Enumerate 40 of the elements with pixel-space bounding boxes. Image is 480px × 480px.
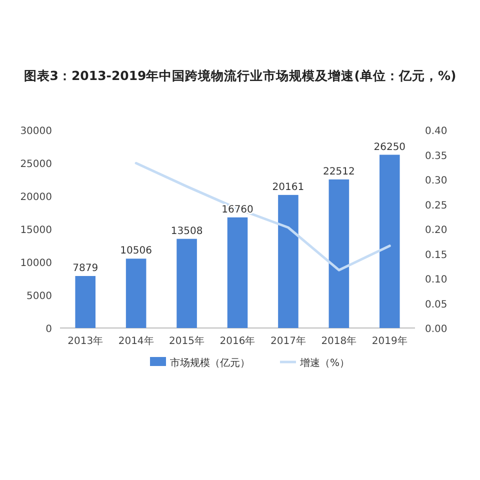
chart-title: 图表3：2013-2019年中国跨境物流行业市场规模及增速(单位：亿元，%)	[24, 68, 456, 83]
x-tick-label: 2015年	[169, 335, 205, 347]
data-label: 20161	[272, 182, 304, 193]
y2-tick-label: 0.00	[425, 324, 448, 335]
y2-tick-label: 0.10	[425, 274, 448, 286]
data-label: 7879	[72, 263, 98, 274]
y-tick-label: 5000	[26, 291, 52, 302]
y-tick-label: 30000	[20, 126, 52, 137]
y2-tick-label: 0.15	[425, 250, 448, 261]
x-tick-label: 2013年	[68, 335, 104, 347]
y2-tick-label: 0.30	[425, 176, 448, 186]
data-label: 22512	[323, 166, 355, 178]
y-tick-label: 15000	[20, 225, 52, 236]
bar	[176, 238, 197, 328]
x-tick-label: 2016年	[220, 335, 256, 347]
data-label: 16760	[222, 204, 254, 216]
y-tick-label: 20000	[20, 192, 52, 203]
x-tick-label: 2014年	[118, 335, 154, 347]
y2-tick-label: 0.05	[425, 299, 448, 310]
data-label: 26250	[374, 142, 406, 153]
bar	[126, 258, 146, 328]
legend-label: 市场规模（亿元）	[170, 357, 250, 369]
y-tick-label: 0	[46, 324, 52, 335]
bar	[380, 154, 400, 328]
data-label: 10506	[120, 246, 152, 257]
y2-tick-label: 0.35	[425, 150, 448, 162]
bar	[227, 217, 248, 328]
x-tick-label: 2017年	[270, 335, 306, 347]
bar	[328, 179, 350, 328]
x-tick-label: 2019年	[372, 335, 408, 347]
y2-tick-label: 0.25	[425, 200, 448, 212]
bar	[75, 276, 96, 328]
y-tick-label: 10000	[20, 258, 52, 269]
legend-label: 增速（%）	[299, 357, 350, 369]
bar	[278, 194, 298, 328]
data-label: 13508	[170, 226, 203, 237]
y-tick-label: 25000	[20, 159, 52, 170]
y2-tick-label: 0.20	[425, 225, 448, 236]
x-tick-label: 2018年	[321, 335, 357, 347]
y2-tick-label: 0.40	[425, 126, 448, 137]
